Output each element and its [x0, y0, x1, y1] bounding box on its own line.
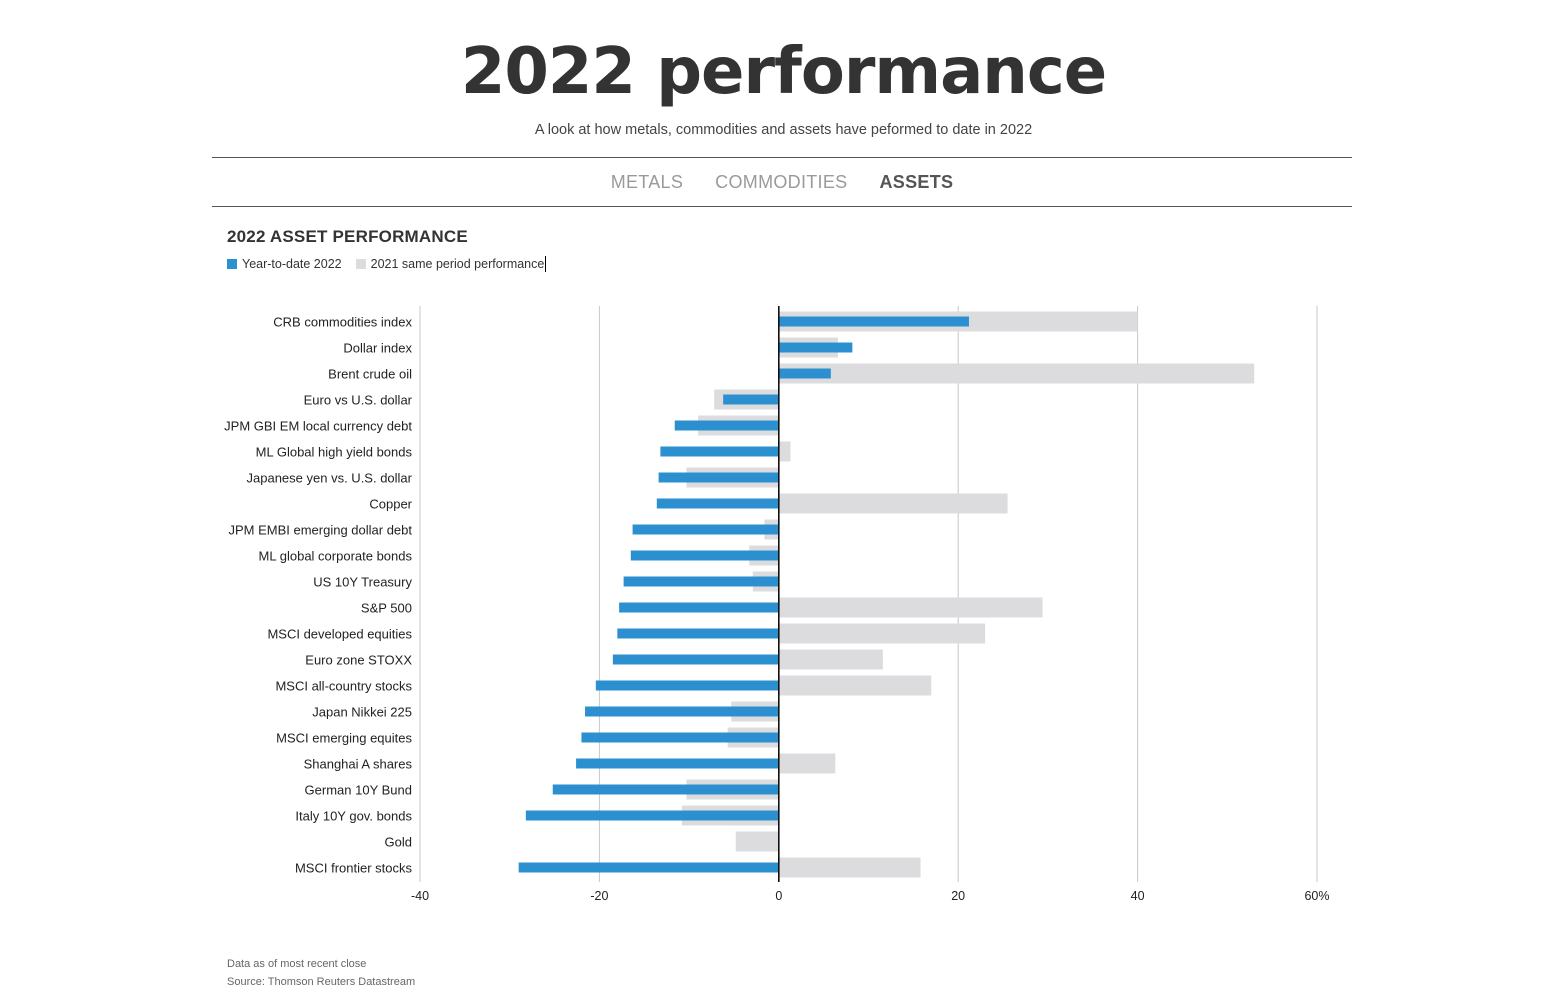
tab-metals[interactable]: METALS	[610, 172, 684, 192]
tab-bar: METALS COMMODITIES ASSETS	[212, 166, 1352, 198]
category-label-12: MSCI developed equities	[267, 627, 412, 642]
bar-prior-5	[778, 441, 791, 462]
bottom-divider	[212, 206, 1352, 207]
category-label-11: S&P 500	[361, 601, 412, 616]
category-label-19: Italy 10Y gov. bonds	[295, 809, 412, 824]
bar-ytd-8	[632, 524, 779, 535]
category-label-8: JPM EMBI emerging dollar debt	[228, 523, 412, 538]
text-cursor	[545, 256, 547, 272]
x-tick-label-4: 40	[1131, 889, 1145, 903]
page-title: 2022 performance	[460, 35, 1107, 109]
chart-title: 2022 ASSET PERFORMANCE	[227, 227, 468, 246]
bar-prior-12	[778, 623, 986, 644]
tab-assets[interactable]: ASSETS	[879, 172, 954, 192]
bar-prior-17	[778, 753, 836, 774]
bar-ytd-6	[658, 472, 779, 483]
legend-swatch-ytd	[227, 259, 237, 269]
x-tick-label-2: 0	[775, 889, 782, 903]
legend-item-prior[interactable]: 2021 same period performance	[355, 256, 545, 272]
bar-ytd-7	[656, 498, 779, 509]
category-label-7: Copper	[369, 497, 412, 512]
bar-ytd-12	[617, 628, 779, 639]
bar-prior-13	[778, 649, 883, 670]
x-tick-label-3: 20	[951, 889, 965, 903]
category-label-10: US 10Y Treasury	[313, 575, 412, 590]
category-label-0: CRB commodities index	[273, 315, 412, 330]
legend-item-ytd[interactable]: Year-to-date 2022	[227, 256, 342, 272]
category-label-9: ML global corporate bonds	[259, 549, 413, 564]
footer-note: Data as of most recent close	[227, 958, 367, 970]
category-label-6: Japanese yen vs. U.S. dollar	[247, 471, 413, 486]
category-label-15: Japan Nikkei 225	[312, 705, 412, 720]
bar-ytd-3	[723, 394, 779, 405]
legend-label-ytd: Year-to-date 2022	[242, 257, 342, 271]
bar-prior-14	[778, 675, 932, 696]
bar-ytd-1	[778, 342, 853, 353]
bar-prior-7	[778, 493, 1008, 514]
bar-ytd-15	[585, 706, 779, 717]
tab-commodities[interactable]: COMMODITIES	[715, 172, 848, 192]
category-label-21: MSCI frontier stocks	[295, 861, 413, 876]
category-label-2: Brent crude oil	[328, 367, 412, 382]
category-label-14: MSCI all-country stocks	[275, 679, 412, 694]
bar-prior-11	[778, 597, 1043, 618]
category-label-20: Gold	[385, 835, 412, 850]
x-tick-label-0: -40	[411, 889, 429, 903]
bar-ytd-16	[581, 732, 779, 743]
top-divider	[212, 157, 1352, 158]
bar-ytd-17	[576, 758, 779, 769]
category-label-16: MSCI emerging equites	[276, 731, 412, 746]
legend-label-prior: 2021 same period performance	[370, 257, 545, 271]
bar-prior-20	[735, 831, 779, 852]
category-label-3: Euro vs U.S. dollar	[304, 393, 413, 408]
category-label-1: Dollar index	[343, 341, 412, 356]
category-label-5: ML Global high yield bonds	[256, 445, 413, 460]
footer-source: Source: Thomson Reuters Datastream	[227, 976, 416, 988]
chart-legend: Year-to-date 2022 2021 same period perfo…	[227, 256, 547, 272]
bar-ytd-11	[619, 602, 779, 613]
legend-swatch-prior	[355, 259, 366, 269]
bar-ytd-18	[552, 784, 779, 795]
bar-prior-21	[778, 857, 921, 878]
page-subtitle: A look at how metals, commodities and as…	[534, 122, 1033, 138]
bar-ytd-19	[525, 810, 779, 821]
category-label-18: German 10Y Bund	[305, 783, 412, 798]
x-tick-label-5: 60%	[1304, 889, 1329, 903]
bar-ytd-13	[612, 654, 779, 665]
bar-ytd-4	[674, 420, 779, 431]
chart-footer: Data as of most recent close Source: Tho…	[227, 955, 415, 991]
bar-ytd-10	[623, 576, 779, 587]
x-tick-label-1: -20	[590, 889, 608, 903]
bar-prior-2	[778, 363, 1255, 384]
bar-ytd-2	[778, 368, 831, 379]
bar-ytd-9	[630, 550, 779, 561]
bar-ytd-14	[595, 680, 779, 691]
bar-ytd-5	[660, 446, 779, 457]
category-label-13: Euro zone STOXX	[305, 653, 412, 668]
category-label-4: JPM GBI EM local currency debt	[224, 419, 412, 434]
category-label-17: Shanghai A shares	[304, 757, 413, 772]
bar-ytd-21	[518, 862, 779, 873]
bar-ytd-0	[778, 316, 969, 327]
